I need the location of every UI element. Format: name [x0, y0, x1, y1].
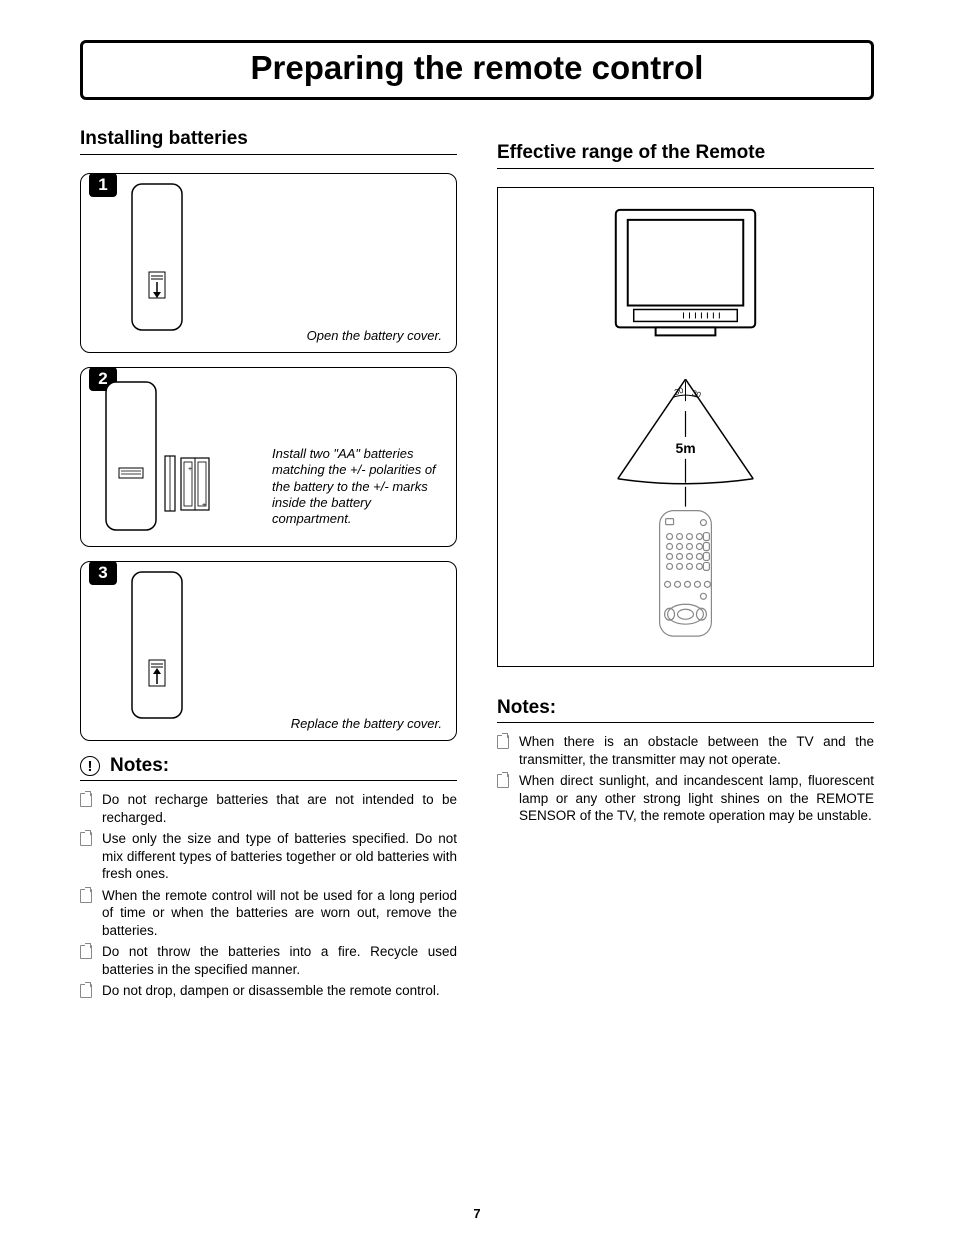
- right-column: Effective range of the Remote: [497, 128, 874, 1004]
- left-notes-heading: Notes:: [110, 755, 169, 777]
- right-notes-heading-row: Notes:: [497, 697, 874, 723]
- two-column-layout: Installing batteries 1 Open the battery …: [80, 128, 874, 1004]
- distance-label: 5m: [676, 440, 696, 456]
- page-number: 7: [0, 1206, 954, 1221]
- installing-batteries-heading: Installing batteries: [80, 128, 457, 155]
- range-cone-icon: 30 30 5m: [618, 379, 753, 506]
- remote-icon: [660, 511, 712, 636]
- step-caption: Install two "AA" batteries matching the …: [272, 446, 442, 527]
- manual-page: Preparing the remote control Installing …: [0, 0, 954, 1235]
- left-notes-heading-row: ! Notes:: [80, 755, 457, 781]
- step-panel-1: 1 Open the battery cover.: [80, 173, 457, 353]
- page-title: Preparing the remote control: [103, 49, 851, 87]
- step-number-badge: 3: [89, 561, 117, 585]
- range-diagram: 30 30 5m: [497, 187, 874, 667]
- list-item: When direct sunlight, and incandescent l…: [497, 772, 874, 825]
- list-item: When the remote control will not be used…: [80, 887, 457, 940]
- step-caption: Replace the battery cover.: [291, 716, 442, 732]
- angle-right-label: 30: [691, 388, 703, 399]
- alert-icon: !: [80, 756, 100, 776]
- remote-close-cover-illustration: [127, 570, 187, 725]
- svg-text:+: +: [188, 466, 192, 473]
- remote-insert-batteries-illustration: + +: [101, 376, 221, 541]
- remote-open-cover-illustration: [127, 182, 187, 337]
- list-item: Use only the size and type of batteries …: [80, 830, 457, 883]
- right-notes-list: When there is an obstacle between the TV…: [497, 733, 874, 825]
- page-title-box: Preparing the remote control: [80, 40, 874, 100]
- list-item: Do not drop, dampen or disassemble the r…: [80, 982, 457, 1000]
- tv-icon: [616, 210, 755, 335]
- svg-text:+: +: [202, 502, 206, 509]
- list-item: Do not recharge batteries that are not i…: [80, 791, 457, 826]
- right-notes-heading: Notes:: [497, 697, 556, 719]
- step-number-badge: 1: [89, 173, 117, 197]
- step-panel-2: 2 +: [80, 367, 457, 547]
- list-item: When there is an obstacle between the TV…: [497, 733, 874, 768]
- step-panel-3: 3 Replace the battery cover.: [80, 561, 457, 741]
- list-item: Do not throw the batteries into a fire. …: [80, 943, 457, 978]
- effective-range-heading: Effective range of the Remote: [497, 142, 874, 169]
- step-caption: Open the battery cover.: [307, 328, 442, 344]
- left-column: Installing batteries 1 Open the battery …: [80, 128, 457, 1004]
- left-notes-list: Do not recharge batteries that are not i…: [80, 791, 457, 1000]
